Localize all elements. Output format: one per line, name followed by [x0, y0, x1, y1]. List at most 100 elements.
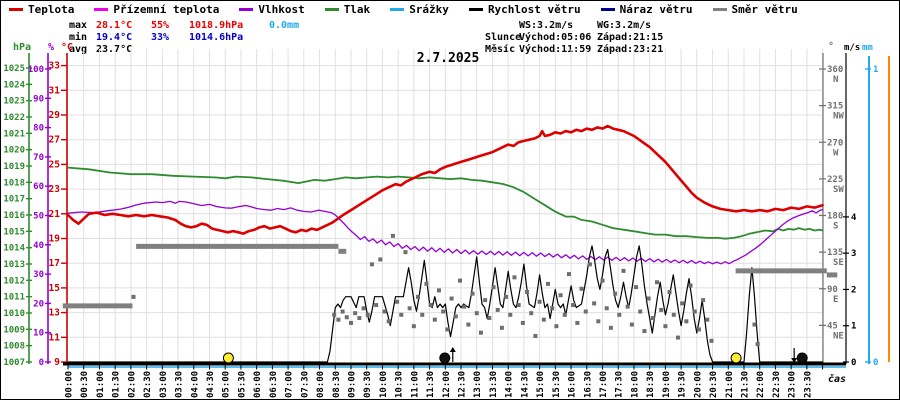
- svg-text:22:00: 22:00: [756, 371, 766, 398]
- svg-text:W: W: [833, 148, 839, 158]
- legend-label-vlhkost: Vlhkost: [258, 3, 305, 16]
- svg-text:1015: 1015: [3, 227, 25, 237]
- svg-text:04:00: 04:00: [190, 371, 200, 398]
- svg-text:16:30: 16:30: [583, 371, 593, 398]
- svg-text:1017: 1017: [3, 195, 25, 205]
- stat-min-label: min: [69, 32, 88, 43]
- svg-text:09:00: 09:00: [348, 371, 358, 398]
- legend-swatch-tlak-icon: [324, 8, 339, 11]
- svg-text:S: S: [833, 222, 838, 232]
- svg-text:13:30: 13:30: [489, 371, 499, 398]
- svg-text:2.7.2025: 2.7.2025: [417, 51, 480, 66]
- svg-text:9: 9: [54, 357, 60, 368]
- svg-text:21:30: 21:30: [741, 371, 751, 398]
- moonrise-marker-icon: [439, 352, 451, 364]
- stat-sun-label: Slunce: [485, 32, 522, 43]
- svg-text:15:30: 15:30: [552, 371, 562, 398]
- svg-text:19:00: 19:00: [662, 371, 672, 398]
- chart-title: 2.7.2025: [417, 51, 480, 66]
- legend-item-vlhkost: Vlhkost: [239, 3, 305, 16]
- stat-moon-label: Měsíc: [485, 44, 516, 55]
- svg-text:1020: 1020: [3, 146, 25, 156]
- stat-wind-gust: WG:3.2m/s: [597, 20, 652, 31]
- svg-text:NE: NE: [833, 331, 844, 341]
- svg-text:30: 30: [33, 270, 44, 280]
- legend-item-smer-vetru: Směr větru: [712, 3, 798, 16]
- legend-swatch-vlhkost-icon: [239, 8, 254, 11]
- svg-text:50: 50: [33, 212, 44, 222]
- svg-text:1008: 1008: [3, 342, 25, 352]
- svg-text:m/s: m/s: [844, 43, 860, 53]
- svg-text:18:00: 18:00: [631, 371, 641, 398]
- svg-text:1022: 1022: [3, 113, 25, 123]
- legend-item-teplota: Teplota: [9, 3, 74, 16]
- svg-text:1021: 1021: [3, 129, 25, 139]
- svg-text:1018: 1018: [3, 178, 25, 188]
- stat-avg-temp: 23.7°C: [96, 44, 133, 55]
- svg-text:hPa: hPa: [13, 42, 31, 53]
- svg-text:1014: 1014: [3, 244, 25, 254]
- svg-text:20:30: 20:30: [709, 371, 719, 398]
- svg-text:01:00: 01:00: [96, 371, 106, 398]
- svg-text:01:30: 01:30: [112, 371, 122, 398]
- svg-text:225: 225: [827, 175, 843, 185]
- svg-text:22:30: 22:30: [772, 371, 782, 398]
- legend-item-naraz-vetru: Náraz větru: [600, 3, 693, 16]
- svg-text:360: 360: [827, 65, 843, 75]
- svg-text:15: 15: [49, 283, 61, 294]
- svg-text:12:30: 12:30: [458, 371, 468, 398]
- svg-text:1012: 1012: [3, 276, 25, 286]
- svg-text:19: 19: [49, 234, 61, 245]
- sun-moon-markers: [222, 347, 808, 364]
- svg-text:100: 100: [28, 65, 44, 75]
- svg-text:1: 1: [851, 322, 856, 332]
- svg-text:1007: 1007: [3, 358, 25, 368]
- svg-text:20: 20: [33, 299, 44, 309]
- legend-swatch-srazky-icon: [390, 8, 405, 11]
- svg-text:°C: °C: [61, 42, 73, 53]
- svg-text:14:00: 14:00: [505, 371, 515, 398]
- svg-text:16:00: 16:00: [568, 371, 578, 398]
- svg-text:23: 23: [49, 184, 61, 195]
- svg-text:14:30: 14:30: [520, 371, 530, 398]
- svg-text:1016: 1016: [3, 211, 25, 221]
- stat-max-label: max: [69, 20, 88, 31]
- svg-text:29: 29: [49, 110, 61, 121]
- svg-text:1: 1: [873, 65, 878, 75]
- svg-text:60: 60: [33, 182, 44, 192]
- svg-text:1011: 1011: [3, 293, 25, 303]
- stat-avg-label: avg: [69, 44, 88, 55]
- svg-text:06:00: 06:00: [253, 371, 263, 398]
- legend-label-rychlost-vetru: Rychlost větru: [487, 3, 581, 16]
- svg-text:11: 11: [49, 332, 61, 343]
- svg-text:1024: 1024: [3, 80, 25, 90]
- svg-text:11:00: 11:00: [410, 371, 420, 398]
- svg-text:23:30: 23:30: [803, 371, 813, 398]
- svg-text:23:00: 23:00: [788, 371, 798, 398]
- svg-text:03:00: 03:00: [159, 371, 169, 398]
- legend-item-prizemni-teplota: Přízemní teplota: [94, 3, 219, 16]
- stat-max-pressure: 1018.9hPa: [189, 20, 244, 31]
- series-humidity: [67, 200, 824, 265]
- svg-text:SE: SE: [833, 258, 844, 268]
- svg-text:1010: 1010: [3, 309, 25, 319]
- svg-text:NW: NW: [833, 112, 844, 122]
- svg-text:17: 17: [49, 258, 60, 269]
- svg-text:31: 31: [49, 85, 61, 96]
- svg-text:07:30: 07:30: [300, 371, 310, 398]
- svg-text:21:00: 21:00: [725, 371, 735, 398]
- series-temperature: [66, 124, 824, 235]
- svg-text:90: 90: [827, 285, 838, 295]
- svg-text:17:30: 17:30: [615, 371, 625, 398]
- svg-text:12:00: 12:00: [442, 371, 452, 398]
- svg-text:13: 13: [49, 308, 61, 319]
- legend-label-prizemni-teplota: Přízemní teplota: [113, 3, 220, 16]
- svg-text:3: 3: [851, 249, 856, 259]
- svg-text:02:00: 02:00: [127, 371, 137, 398]
- stat-min-humidity: 33%: [151, 32, 170, 43]
- legend-item-tlak: Tlak: [324, 3, 370, 16]
- svg-text:315: 315: [827, 102, 843, 112]
- svg-text:°: °: [828, 41, 834, 52]
